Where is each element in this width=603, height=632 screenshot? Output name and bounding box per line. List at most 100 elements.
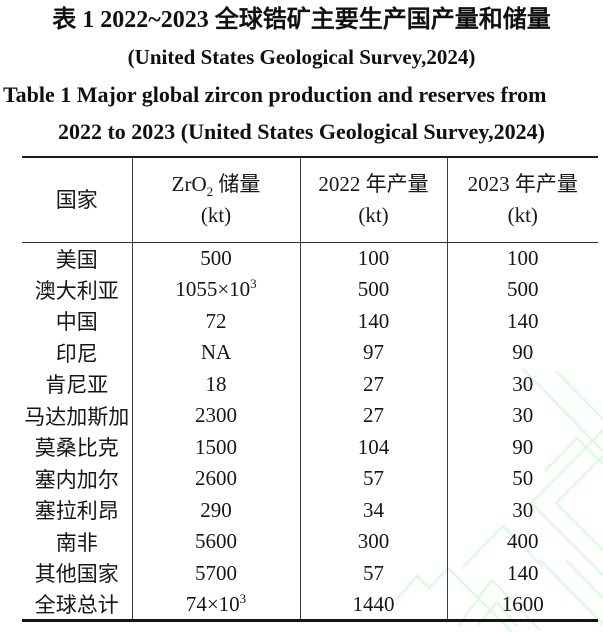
cell-country: 中国 bbox=[22, 305, 133, 337]
table-caption-zh: 表 1 2022~2023 全球锆矿主要生产国产量和储量 bbox=[52, 7, 551, 33]
cell-production-2022: 27 bbox=[300, 400, 448, 432]
cell-country: 其他国家 bbox=[22, 557, 133, 589]
cell-production-2023-value: 90 bbox=[512, 434, 534, 459]
cell-production-2022: 100 bbox=[300, 242, 448, 274]
cell-production-2022: 1440 bbox=[300, 589, 448, 621]
cell-production-2023-value: 90 bbox=[512, 340, 534, 365]
header-reserves: ZrO2 储量 (kt) bbox=[132, 157, 301, 243]
cell-production-2022: 97 bbox=[300, 337, 448, 369]
cell-country: 肯尼亚 bbox=[22, 368, 133, 400]
header-2023-label: 2023 年产量 bbox=[467, 172, 578, 196]
header-row: 国家 ZrO2 储量 (kt) 2022 年产量 (kt) 2023 年产量 (… bbox=[22, 157, 598, 243]
table-row: 莫桑比克 1500 104 90 bbox=[22, 431, 598, 464]
table-caption-zh-source: (United States Geological Survey,2024) bbox=[127, 45, 476, 69]
table-caption-en-line2: 2022 to 2023 (United States Geological S… bbox=[57, 119, 546, 144]
cell-production-2022-value: 100 bbox=[357, 246, 390, 270]
cell-production-2022-value: 1440 bbox=[352, 591, 395, 616]
cell-reserves-value: 5700 bbox=[195, 560, 237, 585]
table-row: 美国 500 100 100 bbox=[22, 242, 598, 274]
table-row: 塞内加尔 2600 57 50 bbox=[22, 463, 598, 495]
cell-country: 印尼 bbox=[22, 337, 133, 369]
table-row: 印尼 NA 97 90 bbox=[22, 337, 598, 369]
cell-production-2023: 30 bbox=[447, 400, 598, 432]
cell-country-value: 莫桑比克 bbox=[34, 436, 119, 461]
header-reserves-label: ZrO2 储量 bbox=[171, 172, 261, 200]
header-reserves-unit: (kt) bbox=[200, 203, 232, 227]
cell-production-2023: 500 bbox=[447, 274, 598, 306]
cell-production-2022: 34 bbox=[300, 494, 448, 526]
cell-country: 莫桑比克 bbox=[22, 431, 133, 463]
cell-reserves-value: 18 bbox=[205, 371, 227, 396]
cell-production-2022: 57 bbox=[300, 557, 448, 589]
cell-production-2023: 1600 bbox=[447, 589, 598, 621]
cell-production-2022-value: 97 bbox=[363, 340, 384, 365]
cell-reserves: 1500 bbox=[132, 431, 301, 463]
cell-production-2022: 27 bbox=[300, 368, 448, 400]
cell-production-2023-value: 30 bbox=[512, 371, 534, 396]
table-caption-en-line1: Table 1 Major global zircon production a… bbox=[3, 82, 547, 107]
cell-production-2023-value: 50 bbox=[512, 466, 534, 491]
cell-production-2023: 30 bbox=[447, 369, 598, 401]
cell-production-2022-value: 500 bbox=[357, 277, 390, 302]
header-production-2023: 2023 年产量 (kt) bbox=[447, 157, 598, 243]
cell-production-2023: 90 bbox=[447, 337, 598, 369]
cell-reserves-value: 1055×10 bbox=[175, 277, 251, 302]
cell-reserves: 2600 bbox=[132, 463, 301, 495]
cell-production-2023-value: 100 bbox=[507, 246, 539, 270]
exponent: 3 bbox=[250, 276, 257, 292]
cell-production-2022-value: 104 bbox=[357, 434, 390, 459]
cell-production-2023-value: 30 bbox=[512, 497, 534, 522]
cell-reserves: 5700 bbox=[132, 557, 301, 589]
cell-production-2023-value: 400 bbox=[507, 529, 539, 554]
header-2022-unit: (kt) bbox=[358, 203, 389, 227]
cell-production-2023-value: 140 bbox=[507, 308, 539, 333]
header-production-2022: 2022 年产量 (kt) bbox=[300, 157, 448, 243]
cell-production-2022-value: 140 bbox=[357, 308, 390, 333]
cell-country: 澳大利亚 bbox=[22, 274, 133, 306]
cell-country: 全球总计 bbox=[22, 589, 133, 621]
cell-country-value: 其他国家 bbox=[34, 562, 119, 587]
cell-production-2023-value: 500 bbox=[507, 277, 539, 302]
cell-country-value: 南非 bbox=[55, 530, 98, 555]
table-row: 中国 72 140 140 bbox=[22, 305, 598, 337]
cell-reserves: 72 bbox=[132, 305, 301, 337]
cell-production-2022-value: 57 bbox=[363, 466, 384, 491]
cell-production-2022: 500 bbox=[300, 274, 448, 306]
cell-country: 美国 bbox=[22, 242, 133, 274]
cell-country-value: 马达加斯加 bbox=[24, 404, 130, 429]
cell-production-2022: 104 bbox=[300, 431, 448, 463]
cell-reserves: 18 bbox=[132, 368, 301, 400]
cell-production-2023-value: 1600 bbox=[501, 591, 544, 616]
cell-country-value: 美国 bbox=[55, 247, 98, 272]
cell-country-value: 澳大利亚 bbox=[34, 278, 119, 303]
header-country: 国家 bbox=[22, 157, 133, 243]
cell-reserves: 74×103 bbox=[132, 589, 301, 621]
cell-country-value: 塞拉利昂 bbox=[34, 499, 119, 524]
header-2022-label: 2022 年产量 bbox=[318, 172, 429, 196]
cell-production-2023: 90 bbox=[447, 432, 598, 464]
table-row: 塞拉利昂 290 34 30 bbox=[22, 494, 598, 526]
cell-reserves: 5600 bbox=[132, 526, 301, 558]
table-row: 全球总计 74×103 1440 1600 bbox=[22, 589, 598, 621]
cell-country-value: 肯尼亚 bbox=[45, 373, 109, 398]
cell-reserves: NA bbox=[132, 337, 301, 369]
table-row: 马达加斯加 2300 27 30 bbox=[22, 400, 598, 432]
cell-reserves-value: 290 bbox=[200, 497, 232, 522]
cell-reserves-value: 2600 bbox=[195, 466, 237, 491]
cell-production-2023: 140 bbox=[447, 558, 598, 590]
cell-production-2022-value: 57 bbox=[363, 560, 384, 585]
cell-production-2022-value: 27 bbox=[363, 371, 384, 396]
cell-production-2022-value: 300 bbox=[357, 529, 390, 554]
cell-production-2022: 140 bbox=[300, 305, 448, 337]
table-row: 澳大利亚 1055×103 500 500 bbox=[22, 274, 598, 306]
cell-production-2023-value: 140 bbox=[507, 560, 539, 585]
cell-country-value: 塞内加尔 bbox=[34, 467, 119, 492]
cell-production-2023-value: 30 bbox=[512, 403, 534, 428]
cell-reserves-value: 2300 bbox=[195, 403, 237, 428]
cell-reserves-value: 5600 bbox=[195, 529, 237, 554]
cell-country: 塞拉利昂 bbox=[22, 494, 133, 526]
header-country-label: 国家 bbox=[55, 187, 98, 212]
cell-country: 马达加斯加 bbox=[22, 400, 133, 432]
table-row: 其他国家 5700 57 140 bbox=[22, 557, 598, 590]
